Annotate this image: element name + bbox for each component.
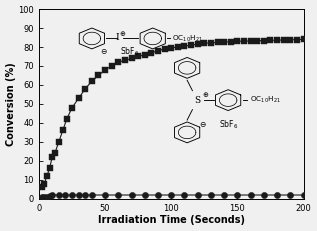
Text: OC$_{10}$H$_{21}$: OC$_{10}$H$_{21}$ (250, 95, 281, 105)
Text: SbF$_6$: SbF$_6$ (219, 119, 238, 131)
Text: $\oplus$: $\oplus$ (202, 90, 209, 99)
Text: I: I (115, 33, 119, 42)
Text: $\ominus$: $\ominus$ (199, 120, 207, 129)
Text: $\oplus$: $\oplus$ (120, 29, 127, 38)
Text: SbF$_6$: SbF$_6$ (120, 46, 139, 58)
X-axis label: Irradiation Time (Seconds): Irradiation Time (Seconds) (98, 216, 245, 225)
Y-axis label: Conversion (%): Conversion (%) (6, 62, 16, 146)
Text: $\ominus$: $\ominus$ (100, 47, 107, 56)
Text: OC$_{10}$H$_{21}$: OC$_{10}$H$_{21}$ (172, 33, 203, 44)
Text: S: S (195, 96, 201, 105)
